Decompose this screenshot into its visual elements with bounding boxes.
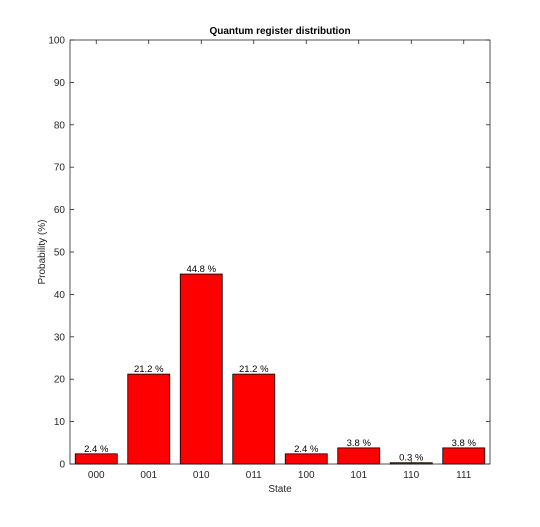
y-tick-label: 80 [54,120,66,131]
x-tick-label: 101 [350,470,367,481]
data-label-101: 3.8 % [347,438,372,449]
y-tick-label: 70 [54,163,66,174]
x-tick-label: 111 [456,470,472,481]
bar-011 [232,373,276,465]
y-tick-label: 90 [54,78,66,89]
bar-110 [389,462,433,465]
x-tick-label: 110 [403,470,419,481]
x-tick-label: 010 [193,470,210,481]
chart-title: Quantum register distribution [209,26,350,37]
bar-111 [442,447,486,465]
bar-series [74,273,486,465]
x-tick-label: 100 [298,470,315,481]
data-label-010: 44.8 % [186,264,216,275]
y-tick-label: 30 [54,332,66,343]
y-tick-label: 100 [48,36,65,47]
x-tick-label: 011 [246,470,262,481]
data-label-100: 2.4 % [294,444,319,455]
data-label-011: 21.2 % [239,364,269,375]
bar-data-labels: 2.4 % 21.2 % 44.8 % 21.2 % 2.4 % 3.8 % 0.3 % 3.… [84,264,476,464]
bar-010 [179,273,223,465]
y-tick-label: 10 [54,417,66,428]
x-axis-label: State [268,484,292,495]
y-tick-label: 60 [54,205,66,216]
y-tick-label: 20 [54,375,66,386]
x-tick-label: 001 [140,470,157,481]
y-tick-label: 0 [59,460,65,471]
data-label-000: 2.4 % [84,444,109,455]
x-tick-label: 000 [88,470,105,481]
data-label-110: 0.3 % [399,453,424,464]
bar-100 [284,453,328,465]
data-label-111: 3.8 % [452,438,477,449]
y-tick-label: 50 [54,248,66,259]
data-label-001: 21.2 % [134,364,164,375]
y-axis-label: Probability (%) [37,219,48,284]
y-axis-ticks: 0 10 20 30 40 50 60 70 80 90 100 [48,36,490,471]
bar-001 [127,373,171,465]
y-tick-label: 40 [54,290,66,301]
bar-000 [74,453,118,465]
bar-101 [337,447,381,465]
